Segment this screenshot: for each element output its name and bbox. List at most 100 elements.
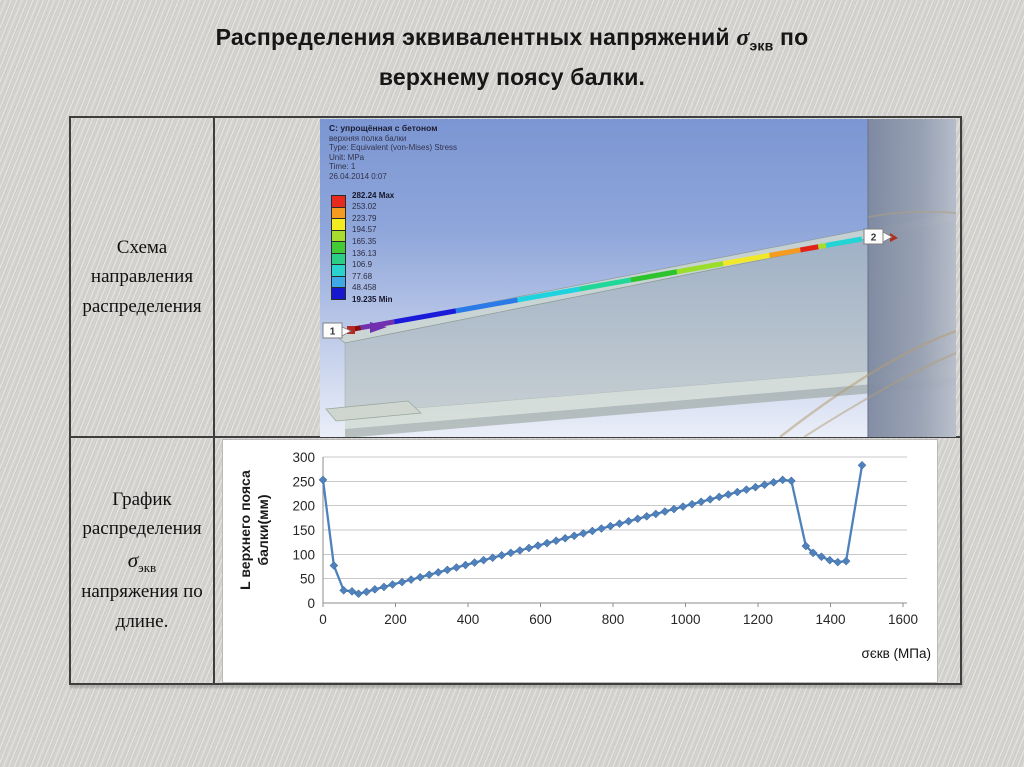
- row1-label: Схема направления распределения: [82, 236, 202, 317]
- data-marker: [769, 477, 778, 487]
- x-tick-label: 1600: [888, 612, 918, 627]
- stress-path-segment: [517, 286, 580, 303]
- data-marker: [479, 555, 488, 565]
- legend-value: 194.57: [352, 225, 377, 235]
- row2-label-sigma: σэкв: [71, 544, 213, 578]
- legend-value: 19.235 Min: [352, 294, 393, 304]
- data-marker: [633, 514, 643, 524]
- slide-title: Распределения эквивалентных напряжений σ…: [0, 22, 1024, 93]
- legend-band: [332, 265, 345, 277]
- data-marker: [533, 541, 543, 550]
- data-marker: [642, 512, 652, 521]
- row1-label-cell: Схема направления распределения: [71, 118, 215, 438]
- sigma-symbol: σ: [736, 25, 750, 51]
- data-marker: [786, 476, 796, 486]
- y-tick-label: 250: [292, 474, 315, 489]
- ansys-screenshot: 1 2 C: упрощённая с бетоном верхняя полк…: [320, 119, 956, 437]
- data-marker: [433, 567, 443, 577]
- ansys-date: 26.04.2014 0:07: [329, 171, 387, 181]
- stress-path-segment: [455, 297, 519, 314]
- legend-band: [332, 207, 345, 219]
- stress-path-segment: [817, 242, 827, 250]
- y-tick-label: 300: [292, 450, 315, 465]
- data-marker: [597, 524, 606, 533]
- tag2-number: 2: [871, 233, 877, 244]
- data-marker: [615, 519, 624, 529]
- x-tick-label: 400: [457, 612, 480, 627]
- data-marker: [397, 577, 407, 587]
- data-marker: [329, 561, 339, 570]
- tag1-number: 1: [330, 327, 336, 338]
- x-tick-label: 200: [384, 612, 407, 627]
- data-marker: [424, 570, 434, 580]
- row2-label-line3: напряжения по длине.: [81, 581, 203, 632]
- title-text: Распределения эквивалентных напряжений: [215, 24, 737, 50]
- data-marker: [362, 587, 371, 597]
- data-marker: [833, 557, 843, 567]
- y-axis-title-line2: балки(мм): [255, 495, 271, 566]
- beam-web: [344, 220, 956, 415]
- data-marker: [742, 485, 751, 494]
- data-marker: [388, 580, 397, 589]
- data-marker: [339, 585, 349, 595]
- data-marker: [760, 480, 769, 490]
- data-marker: [705, 494, 715, 504]
- legend-band: [332, 253, 345, 265]
- row2-label: График распределения σэкв напряжения по …: [71, 485, 213, 637]
- stress-path-segment: [799, 244, 819, 253]
- data-marker: [560, 533, 570, 543]
- path-start-tag: 1: [322, 322, 355, 339]
- data-marker: [542, 538, 552, 548]
- data-marker: [347, 586, 357, 596]
- end-marker: [890, 233, 898, 242]
- chart-canvas: 0 50 100 150 200 250 300 0 200 400 600 800 1000 1200 1…: [237, 450, 931, 661]
- data-marker: [452, 563, 461, 572]
- data-marker: [415, 572, 425, 582]
- y-tick-label: 150: [292, 523, 315, 538]
- x-tick-label: 800: [602, 612, 625, 627]
- data-marker: [606, 521, 615, 531]
- legend-band: [332, 242, 345, 254]
- stress-path-segment: [676, 261, 724, 275]
- concrete-column: [868, 119, 956, 437]
- legend-band: [332, 288, 345, 299]
- x-tick-label: 600: [529, 612, 552, 627]
- beam-bottom-flange-front: [345, 377, 956, 437]
- stress-chart: 0 50 100 150 200 250 300 0 200 400 600 800 1000 1200 1…: [222, 439, 938, 683]
- data-marker: [714, 492, 724, 502]
- legend-value: 136.13: [352, 248, 377, 258]
- data-marker: [687, 499, 697, 509]
- path-direction-arrow: [370, 322, 387, 333]
- data-marker: [678, 502, 688, 511]
- data-marker: [808, 548, 818, 558]
- stress-path-segment: [630, 269, 678, 283]
- data-marker: [506, 548, 516, 558]
- data-marker: [778, 475, 788, 485]
- data-marker: [551, 536, 561, 546]
- data-marker: [442, 565, 452, 575]
- legend-value: 253.02: [352, 202, 377, 212]
- sigma-subscript: экв: [749, 37, 774, 54]
- data-marker: [379, 582, 389, 592]
- tag1-box: [322, 322, 343, 339]
- sigma-subscript: экв: [138, 559, 157, 575]
- data-marker: [470, 558, 479, 567]
- column-curve-1: [867, 210, 956, 218]
- data-marker: [318, 475, 328, 485]
- title-text-end: по: [773, 24, 809, 50]
- ansys-time: Time: 1: [329, 162, 356, 172]
- ansys-object-name: верхняя полка балки: [329, 133, 407, 143]
- legend-band: [332, 276, 345, 288]
- x-tick-label: 1200: [743, 612, 773, 627]
- ansys-result-type: Type: Equivalent (von-Mises) Stress: [329, 143, 458, 153]
- data-marker: [569, 531, 579, 541]
- y-tick-label: 0: [307, 596, 315, 611]
- legend-value: 48.458: [352, 283, 377, 293]
- legend-band: [332, 230, 345, 242]
- ansys-unit: Unit: MPa: [329, 152, 365, 162]
- data-marker: [488, 553, 498, 563]
- data-marker: [354, 589, 363, 599]
- stress-path-segment: [393, 308, 457, 325]
- legend-value: 77.68: [352, 271, 373, 281]
- data-marker: [624, 516, 633, 526]
